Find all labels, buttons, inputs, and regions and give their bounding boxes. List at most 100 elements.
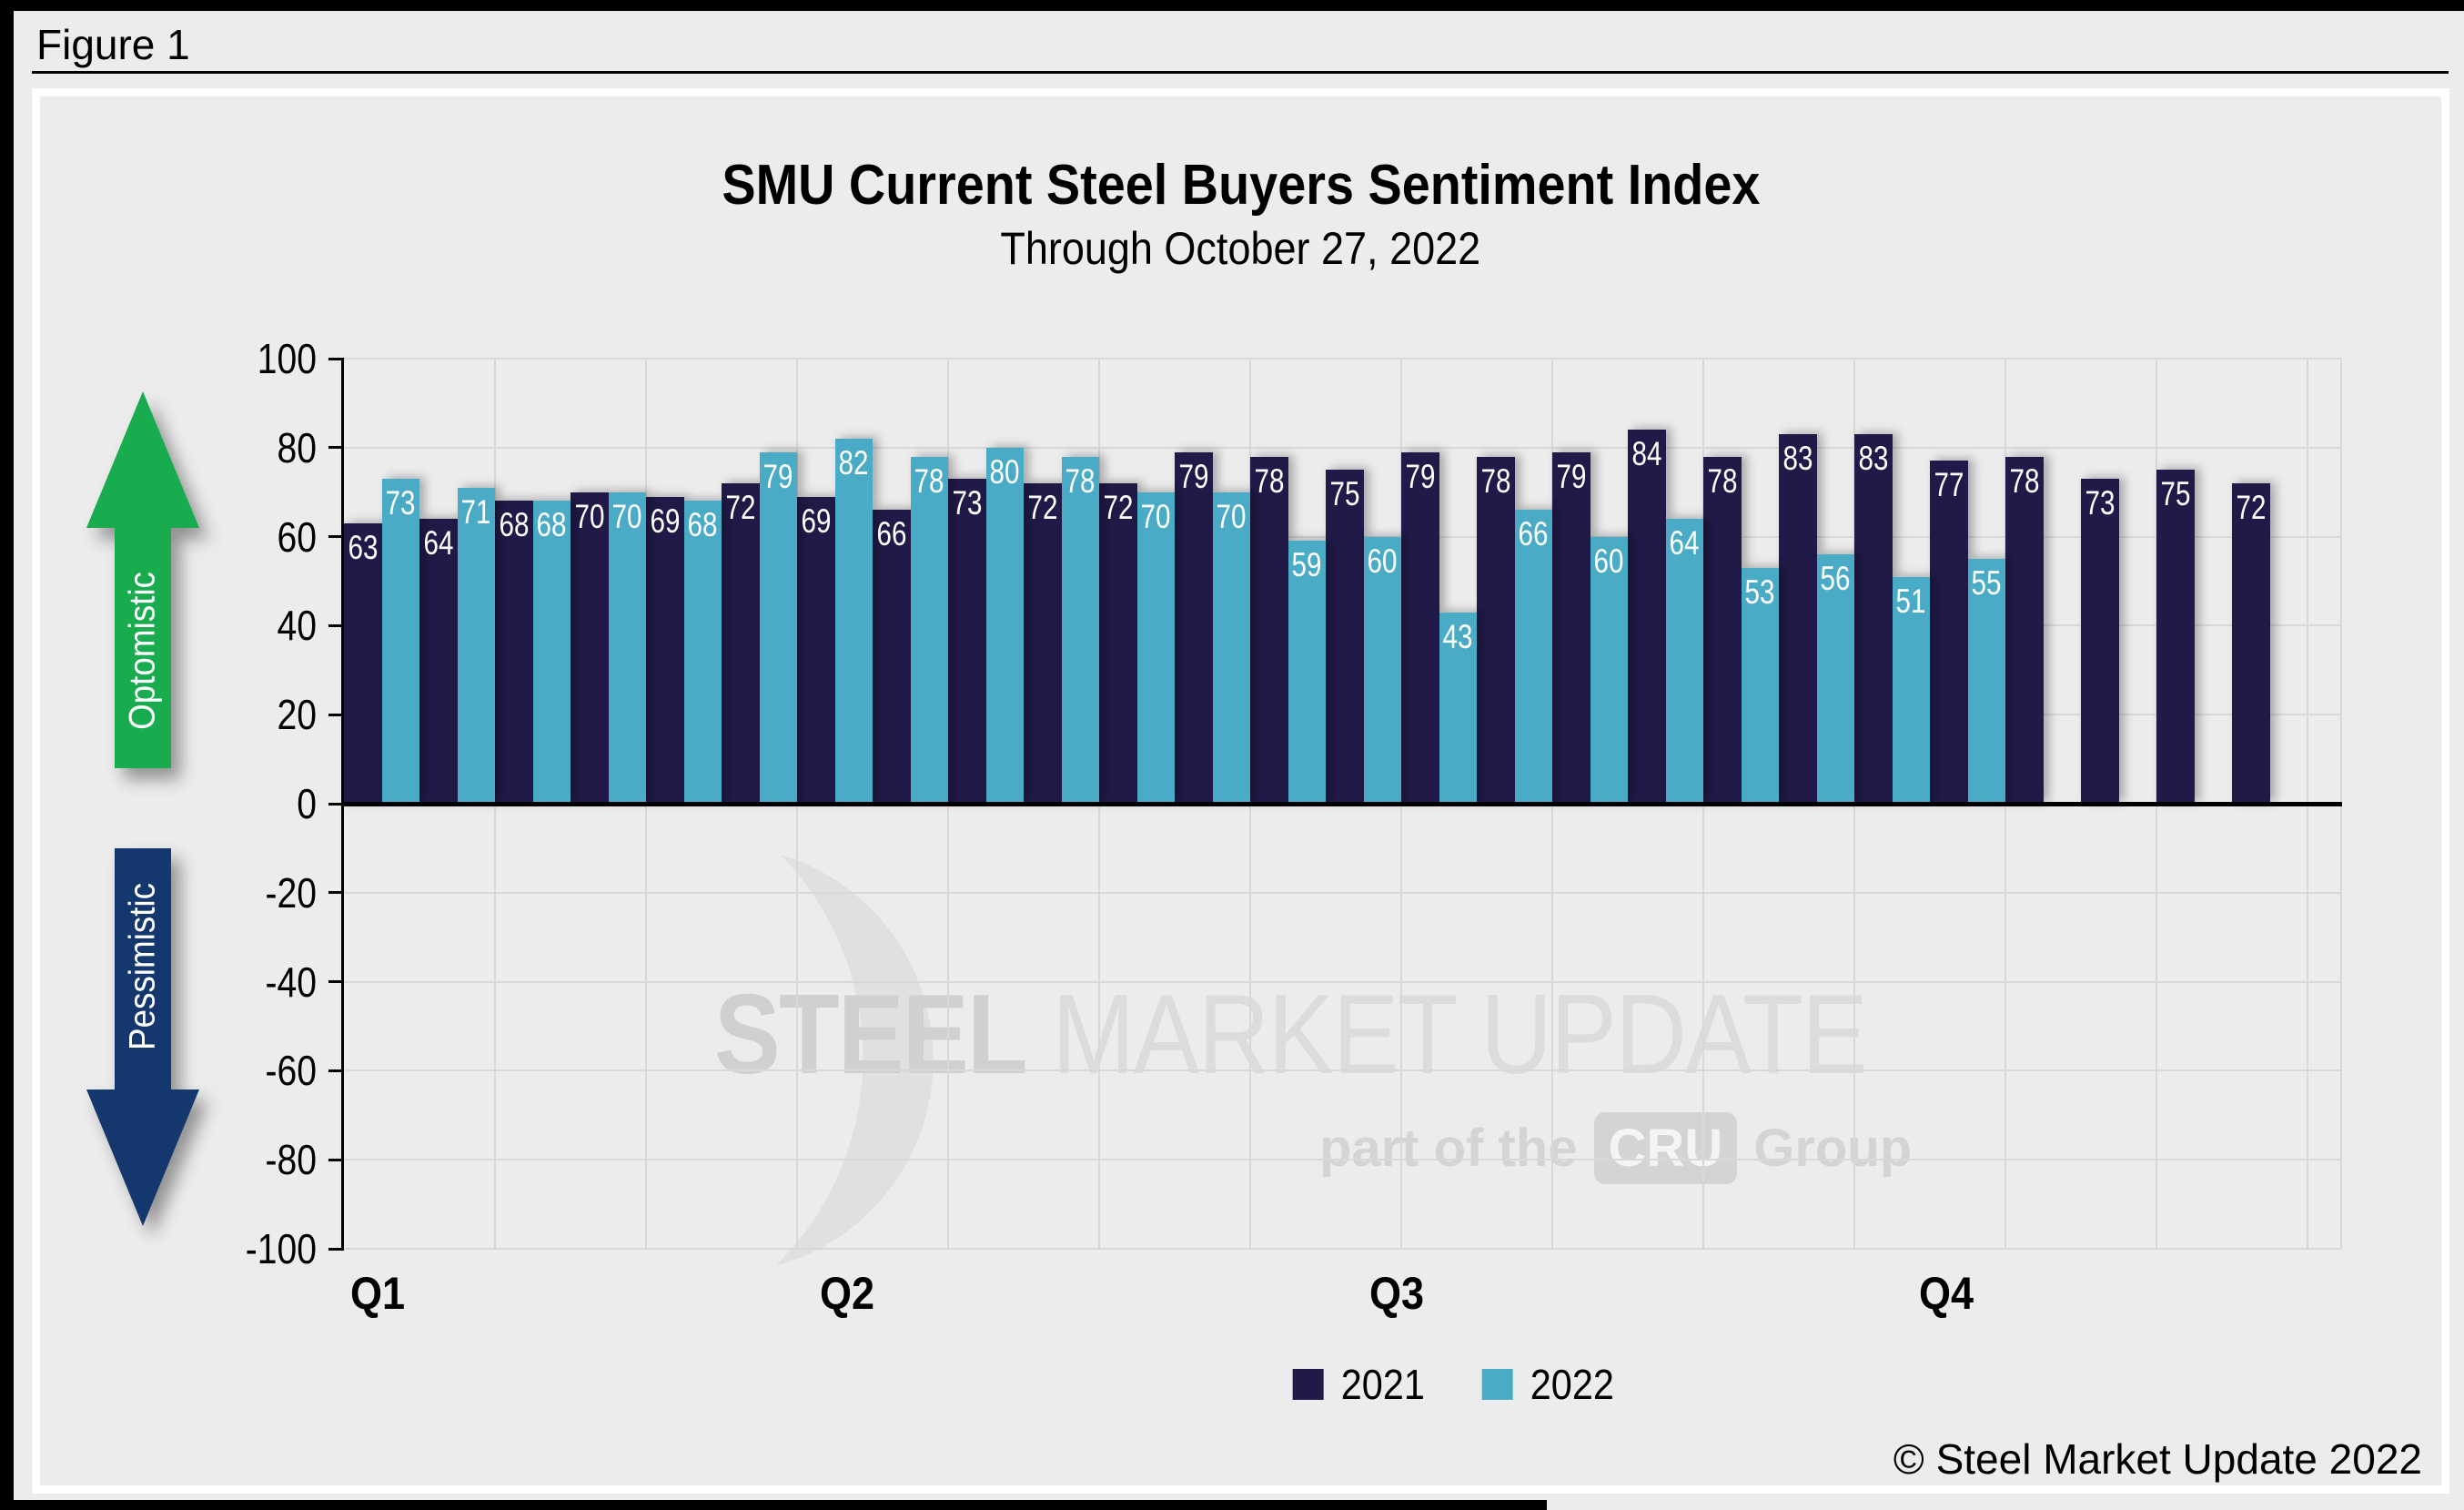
legend-label-2021: 2021 bbox=[1340, 1361, 1425, 1408]
bar-2021-p21 bbox=[1854, 434, 1893, 804]
legend-label-2022: 2022 bbox=[1530, 1361, 1615, 1408]
y-axis-tick bbox=[328, 357, 344, 360]
pessimistic-down-arrow-icon bbox=[86, 848, 199, 1226]
bar-value-label: 82 bbox=[838, 444, 869, 482]
part-of-the-text: part of the bbox=[1319, 1119, 1578, 1178]
legend-swatch-2022 bbox=[1482, 1369, 1513, 1400]
bar-2022-p17 bbox=[1590, 536, 1628, 804]
bar-2021-p3 bbox=[495, 501, 533, 804]
bar-value-label: 79 bbox=[1405, 457, 1436, 495]
bar-2022-p13 bbox=[1288, 541, 1326, 804]
bar-value-label: 78 bbox=[1480, 461, 1511, 500]
bar-value-label: 69 bbox=[650, 502, 681, 540]
bar-2022-p9 bbox=[985, 447, 1024, 804]
bar-value-label: 72 bbox=[725, 488, 756, 526]
bar-2022-p20 bbox=[1816, 554, 1854, 804]
down-arrow-shape bbox=[86, 848, 199, 1226]
chart-title: SMU Current Steel Buyers Sentiment Index bbox=[32, 153, 2449, 218]
bar-2021-p4 bbox=[571, 492, 609, 804]
bar-2021-p23 bbox=[2005, 456, 2044, 804]
bar-2022-p16 bbox=[1514, 510, 1552, 804]
optimistic-up-arrow-icon bbox=[86, 391, 199, 768]
bar-2021-p16 bbox=[1477, 456, 1515, 804]
bar-2022-p4 bbox=[608, 492, 646, 804]
y-axis-tick bbox=[328, 1158, 344, 1161]
y-axis-tick-label: 40 bbox=[277, 602, 317, 650]
bar-value-label: 68 bbox=[687, 506, 718, 544]
bar-2022-p1 bbox=[381, 479, 419, 804]
bar-value-label: 68 bbox=[536, 506, 567, 544]
bar-value-label: 79 bbox=[762, 457, 793, 495]
up-arrow-shape bbox=[86, 391, 199, 768]
plot-area: STEEL MARKET UPDATE part of the CRU Grou… bbox=[246, 335, 2342, 1272]
bar-2022-p11 bbox=[1136, 492, 1175, 804]
bar-value-label: 73 bbox=[385, 484, 416, 522]
bar-value-label: 72 bbox=[1027, 488, 1058, 526]
bar-value-label: 73 bbox=[952, 484, 983, 522]
optimistic-label: Optomistic bbox=[122, 572, 163, 730]
bar-value-label: 80 bbox=[989, 452, 1020, 491]
bar-value-label: 59 bbox=[1291, 546, 1322, 584]
figure-label: Figure 1 bbox=[36, 21, 190, 68]
bar-value-label: 71 bbox=[460, 492, 491, 531]
copyright-notice: © Steel Market Update 2022 bbox=[1893, 1435, 2422, 1483]
bar-value-label: 68 bbox=[499, 506, 530, 544]
bar-value-label: 53 bbox=[1744, 573, 1775, 611]
bar-value-label: 72 bbox=[2236, 488, 2267, 526]
bar-value-label: 77 bbox=[1934, 466, 1964, 504]
h-gridline bbox=[344, 1069, 2342, 1072]
bar-2021-p5 bbox=[646, 496, 684, 804]
bar-value-label: 43 bbox=[1442, 617, 1473, 655]
h-gridline bbox=[344, 1248, 2342, 1250]
y-axis-tick-label: 100 bbox=[257, 335, 317, 382]
bar-2021-p19 bbox=[1703, 456, 1742, 804]
bar-2021-p1 bbox=[344, 522, 382, 804]
bar-2021-p22 bbox=[1930, 461, 1968, 804]
bar-2021-p24 bbox=[2081, 479, 2119, 804]
pessimistic-label: Pessimistic bbox=[122, 882, 163, 1051]
legend-swatch-2021 bbox=[1292, 1369, 1324, 1400]
bar-2021-p10 bbox=[1024, 482, 1062, 804]
bar-2022-p14 bbox=[1363, 536, 1401, 804]
bar-2022-p15 bbox=[1439, 612, 1477, 804]
bar-2021-p15 bbox=[1401, 451, 1439, 804]
bar-value-label: 78 bbox=[1707, 461, 1738, 500]
y-axis-tick bbox=[328, 623, 344, 627]
bar-2022-p5 bbox=[683, 501, 722, 804]
crescent-shape bbox=[775, 855, 934, 1266]
y-axis-tick-label: 0 bbox=[297, 780, 317, 827]
bar-value-label: 79 bbox=[1556, 457, 1587, 495]
y-axis-tick-label: -40 bbox=[265, 958, 317, 1006]
bar-value-label: 70 bbox=[574, 497, 605, 535]
bar-2022-p19 bbox=[1741, 567, 1779, 804]
bar-2022-p21 bbox=[1892, 576, 1930, 804]
top-border bbox=[0, 0, 2464, 11]
h-gridline bbox=[344, 980, 2342, 983]
smu-crescent-logo-icon bbox=[775, 855, 934, 1266]
cru-badge: CRU bbox=[1593, 1112, 1738, 1184]
y-axis-tick-label: -20 bbox=[265, 868, 317, 917]
bar-value-label: 70 bbox=[611, 497, 642, 535]
y-axis-tick-label: -80 bbox=[265, 1136, 317, 1184]
left-border bbox=[0, 0, 14, 1510]
h-gridline bbox=[344, 358, 2342, 360]
watermark-text: STEEL MARKET UPDATE bbox=[714, 970, 1868, 1100]
y-axis-tick bbox=[328, 802, 344, 806]
bar-2021-p14 bbox=[1326, 470, 1364, 804]
y-axis-tick bbox=[328, 1069, 344, 1072]
bar-value-label: 69 bbox=[801, 502, 832, 540]
y-axis-tick bbox=[328, 891, 344, 895]
y-axis-tick bbox=[328, 1247, 344, 1251]
bar-2021-p8 bbox=[873, 510, 911, 804]
x-axis-label-q1: Q1 bbox=[350, 1268, 406, 1319]
bar-2022-p7 bbox=[834, 439, 873, 804]
y-axis-tick-label: -100 bbox=[245, 1225, 317, 1272]
h-gridline bbox=[344, 446, 2342, 449]
bar-value-label: 72 bbox=[1103, 488, 1134, 526]
watermark-part-of-the: part of the CRU Group bbox=[1319, 1112, 1912, 1184]
bar-value-label: 63 bbox=[348, 528, 379, 566]
bar-value-label: 78 bbox=[914, 461, 944, 500]
bar-value-label: 66 bbox=[876, 515, 907, 553]
bar-value-label: 64 bbox=[423, 524, 454, 562]
